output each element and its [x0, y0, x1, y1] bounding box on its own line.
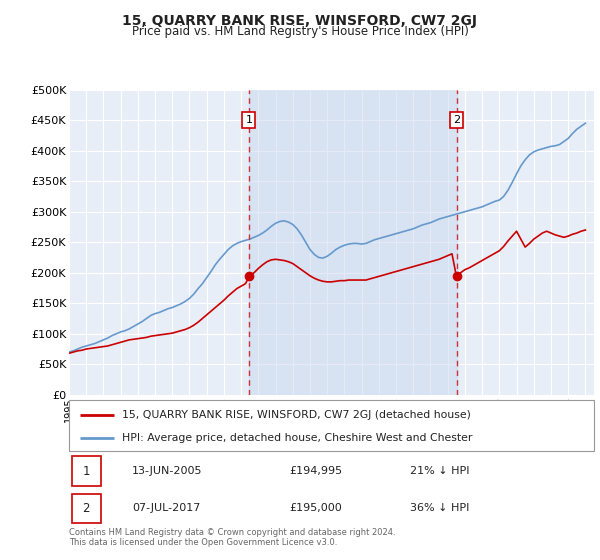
Text: £195,000: £195,000 — [290, 503, 342, 513]
Text: £194,995: £194,995 — [290, 466, 343, 476]
Text: Contains HM Land Registry data © Crown copyright and database right 2024.
This d: Contains HM Land Registry data © Crown c… — [69, 528, 395, 547]
Text: 2: 2 — [453, 115, 460, 125]
Text: 2: 2 — [82, 502, 90, 515]
Text: 1: 1 — [245, 115, 253, 125]
FancyBboxPatch shape — [71, 456, 101, 486]
Text: Price paid vs. HM Land Registry's House Price Index (HPI): Price paid vs. HM Land Registry's House … — [131, 25, 469, 38]
FancyBboxPatch shape — [71, 493, 101, 523]
Text: 15, QUARRY BANK RISE, WINSFORD, CW7 2GJ: 15, QUARRY BANK RISE, WINSFORD, CW7 2GJ — [122, 14, 478, 28]
Text: 13-JUN-2005: 13-JUN-2005 — [132, 466, 203, 476]
Text: 15, QUARRY BANK RISE, WINSFORD, CW7 2GJ (detached house): 15, QUARRY BANK RISE, WINSFORD, CW7 2GJ … — [121, 409, 470, 419]
Text: 21% ↓ HPI: 21% ↓ HPI — [410, 466, 470, 476]
Text: HPI: Average price, detached house, Cheshire West and Chester: HPI: Average price, detached house, Ches… — [121, 433, 472, 443]
FancyBboxPatch shape — [69, 400, 594, 451]
Bar — [249, 90, 457, 395]
Text: 07-JUL-2017: 07-JUL-2017 — [132, 503, 200, 513]
Text: 1: 1 — [82, 465, 90, 478]
Text: 36% ↓ HPI: 36% ↓ HPI — [410, 503, 470, 513]
